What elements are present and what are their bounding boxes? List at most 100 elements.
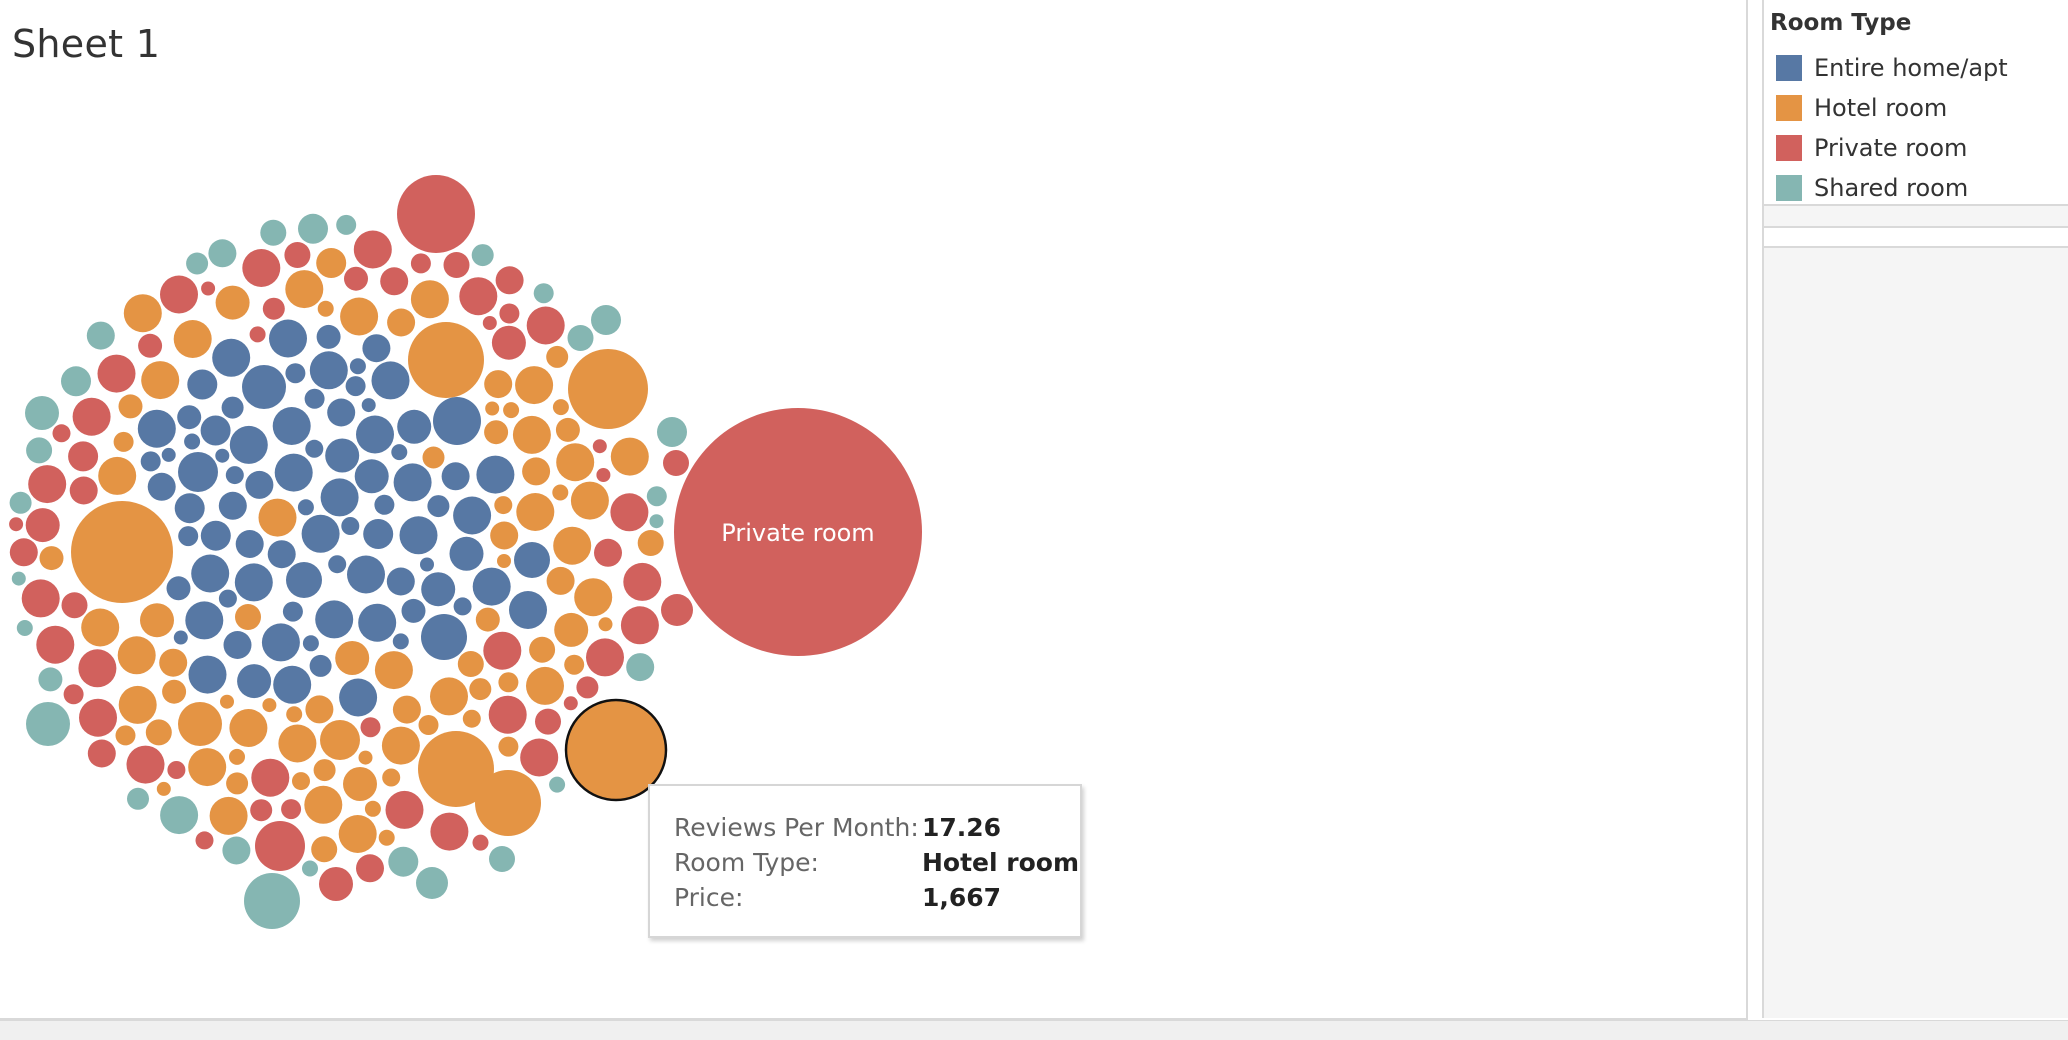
bubble-mark[interactable] bbox=[68, 441, 99, 472]
bubble-mark[interactable] bbox=[567, 325, 594, 351]
bubble-mark[interactable] bbox=[79, 698, 117, 737]
bubble-mark[interactable] bbox=[72, 397, 111, 436]
bubble-mark[interactable] bbox=[188, 748, 227, 787]
bubble-mark[interactable] bbox=[269, 319, 307, 358]
bubble-mark[interactable] bbox=[362, 334, 391, 363]
bubble-mark[interactable] bbox=[503, 402, 520, 419]
bubble-mark[interactable] bbox=[646, 486, 667, 507]
bubble-mark[interactable] bbox=[297, 499, 314, 516]
bubble-mark[interactable] bbox=[586, 638, 624, 677]
bubble-mark[interactable] bbox=[410, 253, 431, 274]
bubble-mark[interactable] bbox=[472, 567, 511, 606]
bubble-mark[interactable] bbox=[137, 409, 176, 448]
bubble-mark[interactable] bbox=[546, 566, 575, 595]
bubble-mark[interactable] bbox=[311, 836, 338, 863]
bubble-mark-private-room[interactable] bbox=[674, 408, 922, 656]
bubble-mark[interactable] bbox=[410, 280, 449, 319]
bubble-mark[interactable] bbox=[661, 594, 693, 626]
filter-card[interactable] bbox=[1762, 226, 2068, 248]
bubble-mark[interactable] bbox=[286, 706, 303, 723]
bubble-mark[interactable] bbox=[61, 592, 88, 619]
bubble-mark[interactable] bbox=[220, 694, 234, 709]
bubble-mark[interactable] bbox=[261, 623, 300, 662]
bubble-mark[interactable] bbox=[610, 437, 649, 476]
bubble-mark[interactable] bbox=[267, 540, 296, 569]
bubble-mark[interactable] bbox=[98, 456, 137, 495]
bubble-mark[interactable] bbox=[472, 834, 489, 851]
bubble-mark[interactable] bbox=[388, 846, 419, 877]
bubble-mark[interactable] bbox=[568, 349, 648, 429]
bubble-mark[interactable] bbox=[166, 576, 191, 601]
bubble-mark[interactable] bbox=[188, 655, 227, 694]
bubble-mark[interactable] bbox=[285, 270, 324, 309]
bubble-mark[interactable] bbox=[339, 678, 378, 717]
bubble-mark[interactable] bbox=[162, 679, 187, 704]
bubble-mark[interactable] bbox=[663, 450, 689, 476]
bubble-mark[interactable] bbox=[361, 398, 376, 413]
bubble-mark[interactable] bbox=[490, 521, 519, 550]
bubble-mark[interactable] bbox=[317, 300, 334, 317]
bubble-mark[interactable] bbox=[16, 620, 33, 636]
bubble-mark[interactable] bbox=[549, 776, 566, 793]
bubble-mark[interactable] bbox=[325, 438, 360, 473]
bubble-mark[interactable] bbox=[552, 399, 569, 416]
bubble-mark[interactable] bbox=[113, 431, 134, 452]
bubble-mark[interactable] bbox=[610, 493, 649, 532]
bubble-mark[interactable] bbox=[418, 715, 439, 735]
bubble-mark[interactable] bbox=[301, 514, 340, 553]
bubble-mark[interactable] bbox=[9, 491, 32, 514]
bubble-mark[interactable] bbox=[418, 731, 494, 807]
bubble-mark[interactable] bbox=[449, 536, 484, 571]
bubble-mark[interactable] bbox=[222, 836, 251, 865]
bubble-mark[interactable] bbox=[555, 417, 580, 442]
bubble-mark[interactable] bbox=[469, 678, 492, 701]
bubble-mark[interactable] bbox=[260, 219, 287, 246]
bubble-mark[interactable] bbox=[554, 612, 589, 647]
bubble-mark[interactable] bbox=[563, 696, 578, 711]
bubble-mark[interactable] bbox=[476, 455, 515, 494]
bubble-mark[interactable] bbox=[262, 698, 277, 713]
bubble-mark[interactable] bbox=[387, 308, 416, 337]
bubble-mark[interactable] bbox=[533, 283, 554, 304]
bubble-mark[interactable] bbox=[191, 554, 230, 593]
bubble-mark[interactable] bbox=[141, 361, 180, 400]
bubble-mark[interactable] bbox=[336, 214, 357, 235]
bubble-mark[interactable] bbox=[115, 725, 136, 746]
bubble-mark[interactable] bbox=[341, 517, 360, 535]
bubble-mark[interactable] bbox=[620, 606, 659, 645]
bubble-mark[interactable] bbox=[177, 405, 202, 430]
bubble-mark[interactable] bbox=[173, 320, 212, 358]
private-room-large-bubble[interactable]: Private room bbox=[674, 408, 922, 656]
bubble-mark[interactable] bbox=[81, 608, 120, 647]
bubble-mark[interactable] bbox=[497, 554, 511, 568]
bubble-mark[interactable] bbox=[353, 230, 392, 269]
bubble-mark[interactable] bbox=[343, 767, 377, 801]
bubble-mark[interactable] bbox=[235, 604, 261, 630]
bubble-mark[interactable] bbox=[363, 519, 394, 549]
bubble-mark[interactable] bbox=[564, 654, 585, 675]
bubble-mark[interactable] bbox=[167, 761, 186, 779]
bubble-mark[interactable] bbox=[309, 654, 332, 677]
bubble-mark[interactable] bbox=[489, 846, 515, 872]
bubble-mark[interactable] bbox=[392, 633, 409, 650]
bubble-mark[interactable] bbox=[229, 425, 268, 464]
bubble-mark[interactable] bbox=[422, 446, 445, 469]
bubble-mark[interactable] bbox=[374, 494, 395, 515]
bubble-mark[interactable] bbox=[485, 401, 500, 416]
bubble-mark[interactable] bbox=[371, 361, 410, 400]
bubble-mark[interactable] bbox=[282, 601, 303, 622]
bubble-mark[interactable] bbox=[520, 738, 559, 777]
bubble-mark[interactable] bbox=[118, 394, 143, 419]
bubble-mark[interactable] bbox=[453, 597, 472, 616]
bubble-mark[interactable] bbox=[509, 591, 547, 629]
bubble-mark[interactable] bbox=[416, 867, 448, 899]
bubble-mark[interactable] bbox=[637, 530, 664, 556]
bubble-mark[interactable] bbox=[52, 424, 71, 443]
legend-item-private-room[interactable]: Private room bbox=[1776, 128, 2008, 168]
packed-bubble-chart[interactable]: Private room bbox=[0, 0, 1746, 1018]
bubble-mark[interactable] bbox=[356, 854, 384, 883]
bubble-mark[interactable] bbox=[161, 447, 176, 462]
bubble-mark[interactable] bbox=[382, 768, 401, 787]
bubble-mark[interactable] bbox=[178, 452, 218, 492]
bubble-mark[interactable] bbox=[313, 759, 336, 782]
